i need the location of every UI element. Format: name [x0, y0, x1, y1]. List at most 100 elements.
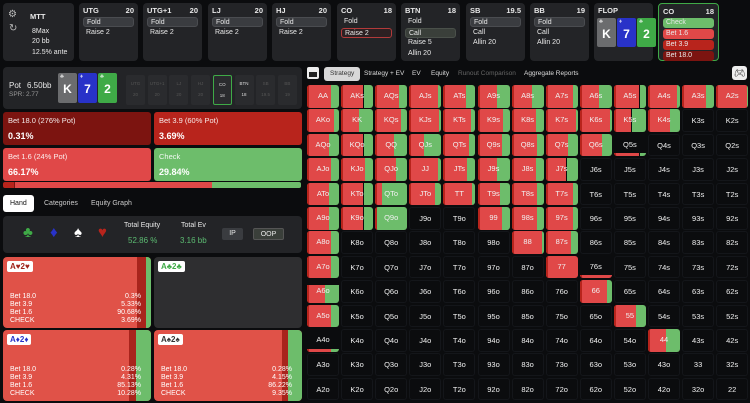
range-cell[interactable]: 73s	[682, 255, 715, 279]
range-cell[interactable]: 65o	[579, 304, 612, 328]
range-cell[interactable]: T2o	[443, 377, 476, 401]
gamepad-icon[interactable]: 🎮︎	[732, 66, 747, 80]
range-cell[interactable]: 85s	[613, 231, 646, 254]
range-cell[interactable]: KK	[341, 109, 374, 132]
range-cell[interactable]: T6s	[579, 182, 612, 206]
range-cell[interactable]: T7o	[443, 255, 476, 279]
range-cell[interactable]: 94s	[648, 207, 680, 230]
range-cell[interactable]: A7s	[545, 85, 578, 108]
range-cell[interactable]: 63o	[579, 353, 612, 376]
range-cell[interactable]: 93s	[682, 207, 715, 230]
spade-filter-icon[interactable]: ♠	[74, 224, 82, 241]
range-cell[interactable]: T8s	[511, 182, 544, 206]
range-cell[interactable]: 93o	[477, 353, 510, 376]
current-action[interactable]: Bet 1.6	[663, 29, 714, 39]
range-cell[interactable]: A4s	[648, 85, 680, 108]
range-cell[interactable]: J5o	[409, 304, 442, 328]
range-cell[interactable]: 92o	[477, 377, 510, 401]
seat-action[interactable]: Allin 20	[473, 39, 496, 46]
range-cell[interactable]: AKs	[341, 85, 374, 108]
range-cell[interactable]: T8o	[443, 231, 476, 254]
range-cell[interactable]: 84s	[648, 231, 680, 254]
view-tab-aggregate-reports[interactable]: Aggregate Reports	[524, 70, 579, 77]
range-cell[interactable]: 82o	[511, 377, 544, 401]
range-cell[interactable]: 62s	[716, 280, 749, 303]
range-cell[interactable]: JTs	[443, 158, 476, 181]
range-cell[interactable]: T5o	[443, 304, 476, 328]
range-cell[interactable]: 43s	[682, 329, 715, 352]
range-cell[interactable]: 43o	[648, 353, 680, 376]
range-cell[interactable]: 98o	[477, 231, 510, 254]
range-cell[interactable]: J7o	[409, 255, 442, 279]
range-cell[interactable]: J4s	[648, 158, 680, 181]
view-tab-ev[interactable]: EV	[412, 70, 421, 77]
view-tab-strategy[interactable]: Strategy	[324, 67, 361, 81]
range-cell[interactable]: T3o	[443, 353, 476, 376]
range-cell[interactable]: 52s	[716, 304, 749, 328]
range-cell[interactable]: K3s	[682, 109, 715, 132]
range-cell[interactable]: K8o	[341, 231, 374, 254]
seat-action[interactable]: Raise 2	[86, 28, 110, 36]
range-cell[interactable]: 94o	[477, 329, 510, 352]
seat-action[interactable]: Allin 20	[537, 39, 560, 46]
range-cell[interactable]: J3s	[682, 158, 715, 181]
range-cell[interactable]: 66	[579, 280, 612, 303]
range-cell[interactable]: K7s	[545, 109, 578, 132]
range-cell[interactable]: K9s	[477, 109, 510, 132]
range-cell[interactable]: AKo	[307, 109, 339, 132]
range-cell[interactable]: 85o	[511, 304, 544, 328]
range-cell[interactable]: T3s	[682, 182, 715, 206]
range-cell[interactable]: T7s	[545, 182, 578, 206]
range-cell[interactable]: K9o	[341, 207, 374, 230]
range-cell[interactable]: Q9o	[375, 207, 408, 230]
range-cell[interactable]: KJs	[409, 109, 442, 132]
range-cell[interactable]: KTs	[443, 109, 476, 132]
range-cell[interactable]: J9s	[477, 158, 510, 181]
seat-action[interactable]: Raise 2	[150, 28, 174, 36]
range-cell[interactable]: A6s	[579, 85, 612, 108]
range-cell[interactable]: K6s	[579, 109, 612, 132]
range-cell[interactable]: T4s	[648, 182, 680, 206]
range-cell[interactable]: ATo	[307, 182, 339, 206]
range-cell[interactable]: Q4s	[648, 133, 680, 157]
range-cell[interactable]: QQ	[375, 133, 408, 157]
range-cell[interactable]: J2o	[409, 377, 442, 401]
range-cell[interactable]: J5s	[613, 158, 646, 181]
seat-action[interactable]: Fold	[147, 17, 198, 27]
range-cell[interactable]: K5s	[613, 109, 646, 132]
range-cell[interactable]: 52o	[613, 377, 646, 401]
range-cell[interactable]: 54s	[648, 304, 680, 328]
range-cell[interactable]: 72o	[545, 377, 578, 401]
range-cell[interactable]: Q7s	[545, 133, 578, 157]
range-cell[interactable]: 82s	[716, 231, 749, 254]
seat-action[interactable]: Raise 2	[215, 28, 239, 36]
range-cell[interactable]: A9s	[477, 85, 510, 108]
range-cell[interactable]: AQs	[375, 85, 408, 108]
range-cell[interactable]: 32o	[682, 377, 715, 401]
range-cell[interactable]: 76s	[579, 256, 612, 279]
range-cell[interactable]: KQo	[341, 133, 374, 157]
range-cell[interactable]: KJo	[341, 158, 374, 181]
seat-action[interactable]: Fold	[276, 17, 327, 27]
range-cell[interactable]: K4o	[341, 329, 374, 352]
range-cell[interactable]: 98s	[511, 207, 544, 230]
range-cell[interactable]: A2s	[716, 85, 749, 108]
current-action[interactable]: Check	[663, 18, 714, 28]
mini-seat[interactable]: BB 19	[277, 75, 297, 105]
range-cell[interactable]: T5s	[613, 182, 646, 206]
range-cell[interactable]: T2s	[716, 182, 749, 206]
range-cell[interactable]: A3o	[307, 353, 339, 376]
mini-seat[interactable]: BTN 18	[234, 75, 254, 105]
range-cell[interactable]: KQs	[375, 109, 408, 132]
range-cell[interactable]: J4o	[409, 329, 442, 352]
range-cell[interactable]: 87o	[511, 255, 544, 279]
range-cell[interactable]: 86s	[579, 231, 612, 254]
range-cell[interactable]: 77	[545, 255, 578, 279]
current-action[interactable]: Bet 18.0	[663, 51, 714, 61]
range-cell[interactable]: 73o	[545, 353, 578, 376]
mini-seat[interactable]: UTG+1 20	[147, 75, 167, 105]
range-cell[interactable]: Q6s	[579, 133, 612, 157]
range-cell[interactable]: J6s	[579, 158, 612, 181]
range-cell[interactable]: 33	[682, 353, 715, 376]
range-cell[interactable]: K7o	[341, 255, 374, 279]
